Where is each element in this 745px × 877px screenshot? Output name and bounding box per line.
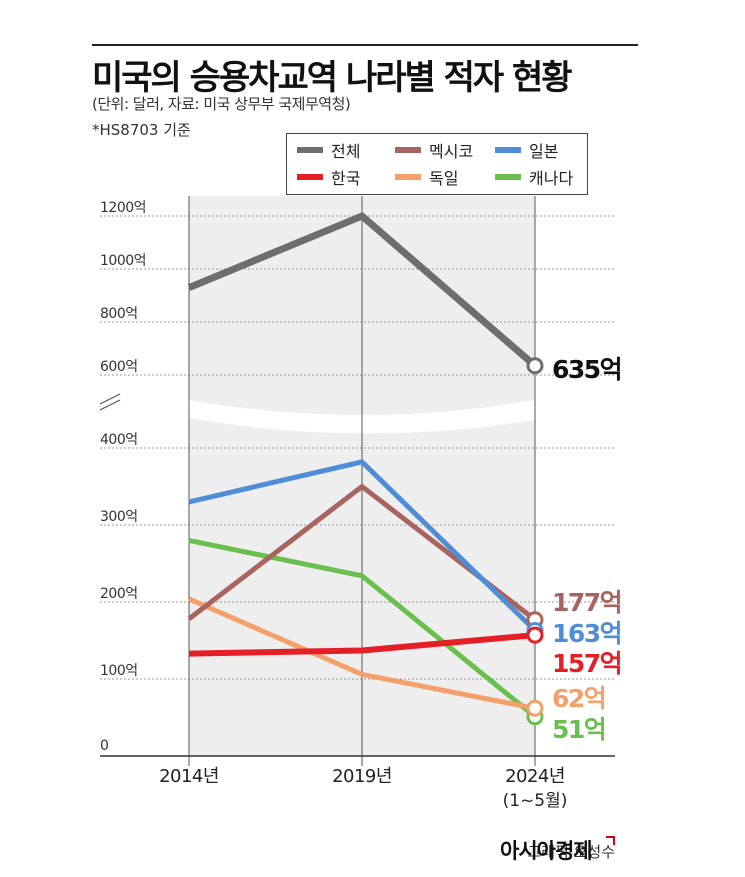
brand-logo: 아시아경제: [500, 839, 593, 863]
y-tick-label: 1000억: [100, 253, 146, 269]
data-label-한국: 157억: [552, 649, 621, 678]
y-tick-label: 100억: [100, 663, 138, 679]
end-marker-독일: [526, 699, 544, 717]
y-tick-label: 1200억: [100, 200, 146, 216]
brand-mark-icon: [606, 836, 615, 845]
chart-subtitle: (단위: 달러, 자료: 미국 상무부 국제무역청): [92, 95, 351, 113]
legend-item: 캐나다: [495, 166, 573, 188]
legend-item: 전체: [297, 139, 360, 161]
series-line-독일: [188, 596, 536, 711]
legend-swatch: [395, 147, 421, 153]
data-label-일본: 163억: [552, 619, 621, 648]
data-label-전체: 635억: [552, 355, 621, 384]
legend-label: 멕시코: [429, 142, 474, 161]
axis-break-mark: [99, 393, 121, 405]
series-line-전체: [187, 211, 538, 369]
end-marker-한국: [526, 626, 544, 644]
legend-label: 일본: [529, 142, 559, 161]
chart-title: 미국의 승용차교역 나라별 적자 현황: [92, 58, 573, 98]
title-rule: [92, 44, 638, 46]
axis-break-mark: [99, 399, 121, 411]
legend-label: 한국: [331, 169, 361, 188]
legend-item: 일본: [495, 139, 558, 161]
chart-note: *HS8703 기준: [92, 121, 191, 139]
x-tick-label: 2019년: [332, 766, 392, 787]
legend-swatch: [297, 174, 323, 180]
series-line-일본: [188, 459, 537, 633]
x-tick-sublabel: (1~5월): [503, 791, 568, 811]
legend-swatch: [395, 174, 421, 180]
y-tick-label: 600억: [100, 359, 138, 375]
series-line-캐나다: [188, 537, 537, 719]
legend-swatch: [495, 174, 521, 180]
x-tick-label: 2024년: [505, 766, 565, 787]
series-line-한국: [188, 632, 536, 657]
y-tick-label: 300억: [100, 509, 138, 525]
legend-item: 독일: [395, 166, 458, 188]
legend-label: 캐나다: [529, 169, 574, 188]
legend-item: 멕시코: [395, 139, 473, 161]
y-tick-label: 800억: [100, 306, 138, 322]
legend-label: 전체: [331, 142, 361, 161]
data-label-독일: 62억: [552, 684, 605, 713]
legend-swatch: [297, 147, 323, 153]
y-tick-label: 400억: [100, 432, 138, 448]
legend-label: 독일: [429, 169, 459, 188]
x-tick-label: 2014년: [159, 766, 219, 787]
legend-swatch: [495, 147, 521, 153]
data-label-멕시코: 177억: [552, 588, 621, 617]
y-tick-label: 0: [100, 738, 109, 754]
y-tick-label: 200억: [100, 586, 138, 602]
graphic-credit: 그래픽 오성수: [527, 843, 615, 861]
legend-item: 한국: [297, 166, 360, 188]
end-marker-전체: [526, 357, 544, 375]
data-label-캐나다: 51억: [552, 715, 605, 744]
